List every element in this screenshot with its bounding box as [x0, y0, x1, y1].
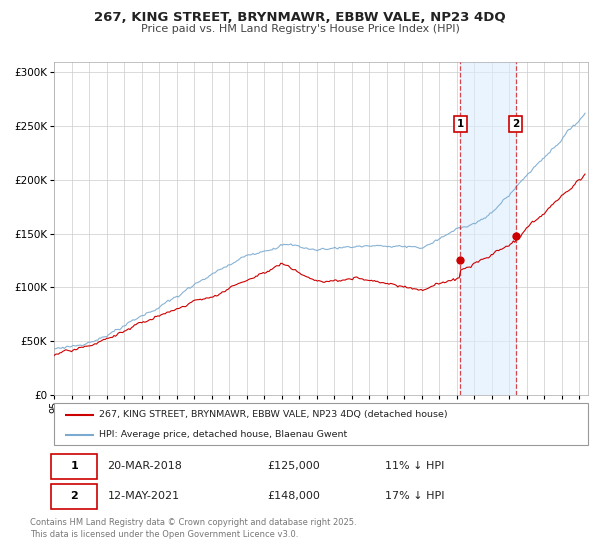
- FancyBboxPatch shape: [52, 484, 97, 509]
- Text: 12-MAY-2021: 12-MAY-2021: [107, 491, 179, 501]
- Text: 1: 1: [457, 119, 464, 129]
- Text: £125,000: £125,000: [268, 461, 320, 471]
- Text: 20-MAR-2018: 20-MAR-2018: [107, 461, 182, 471]
- FancyBboxPatch shape: [52, 454, 97, 479]
- Text: 11% ↓ HPI: 11% ↓ HPI: [385, 461, 445, 471]
- Text: 267, KING STREET, BRYNMAWR, EBBW VALE, NP23 4DQ (detached house): 267, KING STREET, BRYNMAWR, EBBW VALE, N…: [100, 410, 448, 419]
- Text: 2: 2: [512, 119, 520, 129]
- Text: Price paid vs. HM Land Registry's House Price Index (HPI): Price paid vs. HM Land Registry's House …: [140, 24, 460, 34]
- Text: 2: 2: [70, 491, 78, 501]
- Text: £148,000: £148,000: [268, 491, 320, 501]
- Text: HPI: Average price, detached house, Blaenau Gwent: HPI: Average price, detached house, Blae…: [100, 430, 347, 439]
- Text: Contains HM Land Registry data © Crown copyright and database right 2025.
This d: Contains HM Land Registry data © Crown c…: [30, 518, 356, 539]
- Text: 1: 1: [70, 461, 78, 471]
- Text: 267, KING STREET, BRYNMAWR, EBBW VALE, NP23 4DQ: 267, KING STREET, BRYNMAWR, EBBW VALE, N…: [94, 11, 506, 24]
- Bar: [460, 62, 515, 395]
- Text: 17% ↓ HPI: 17% ↓ HPI: [385, 491, 445, 501]
